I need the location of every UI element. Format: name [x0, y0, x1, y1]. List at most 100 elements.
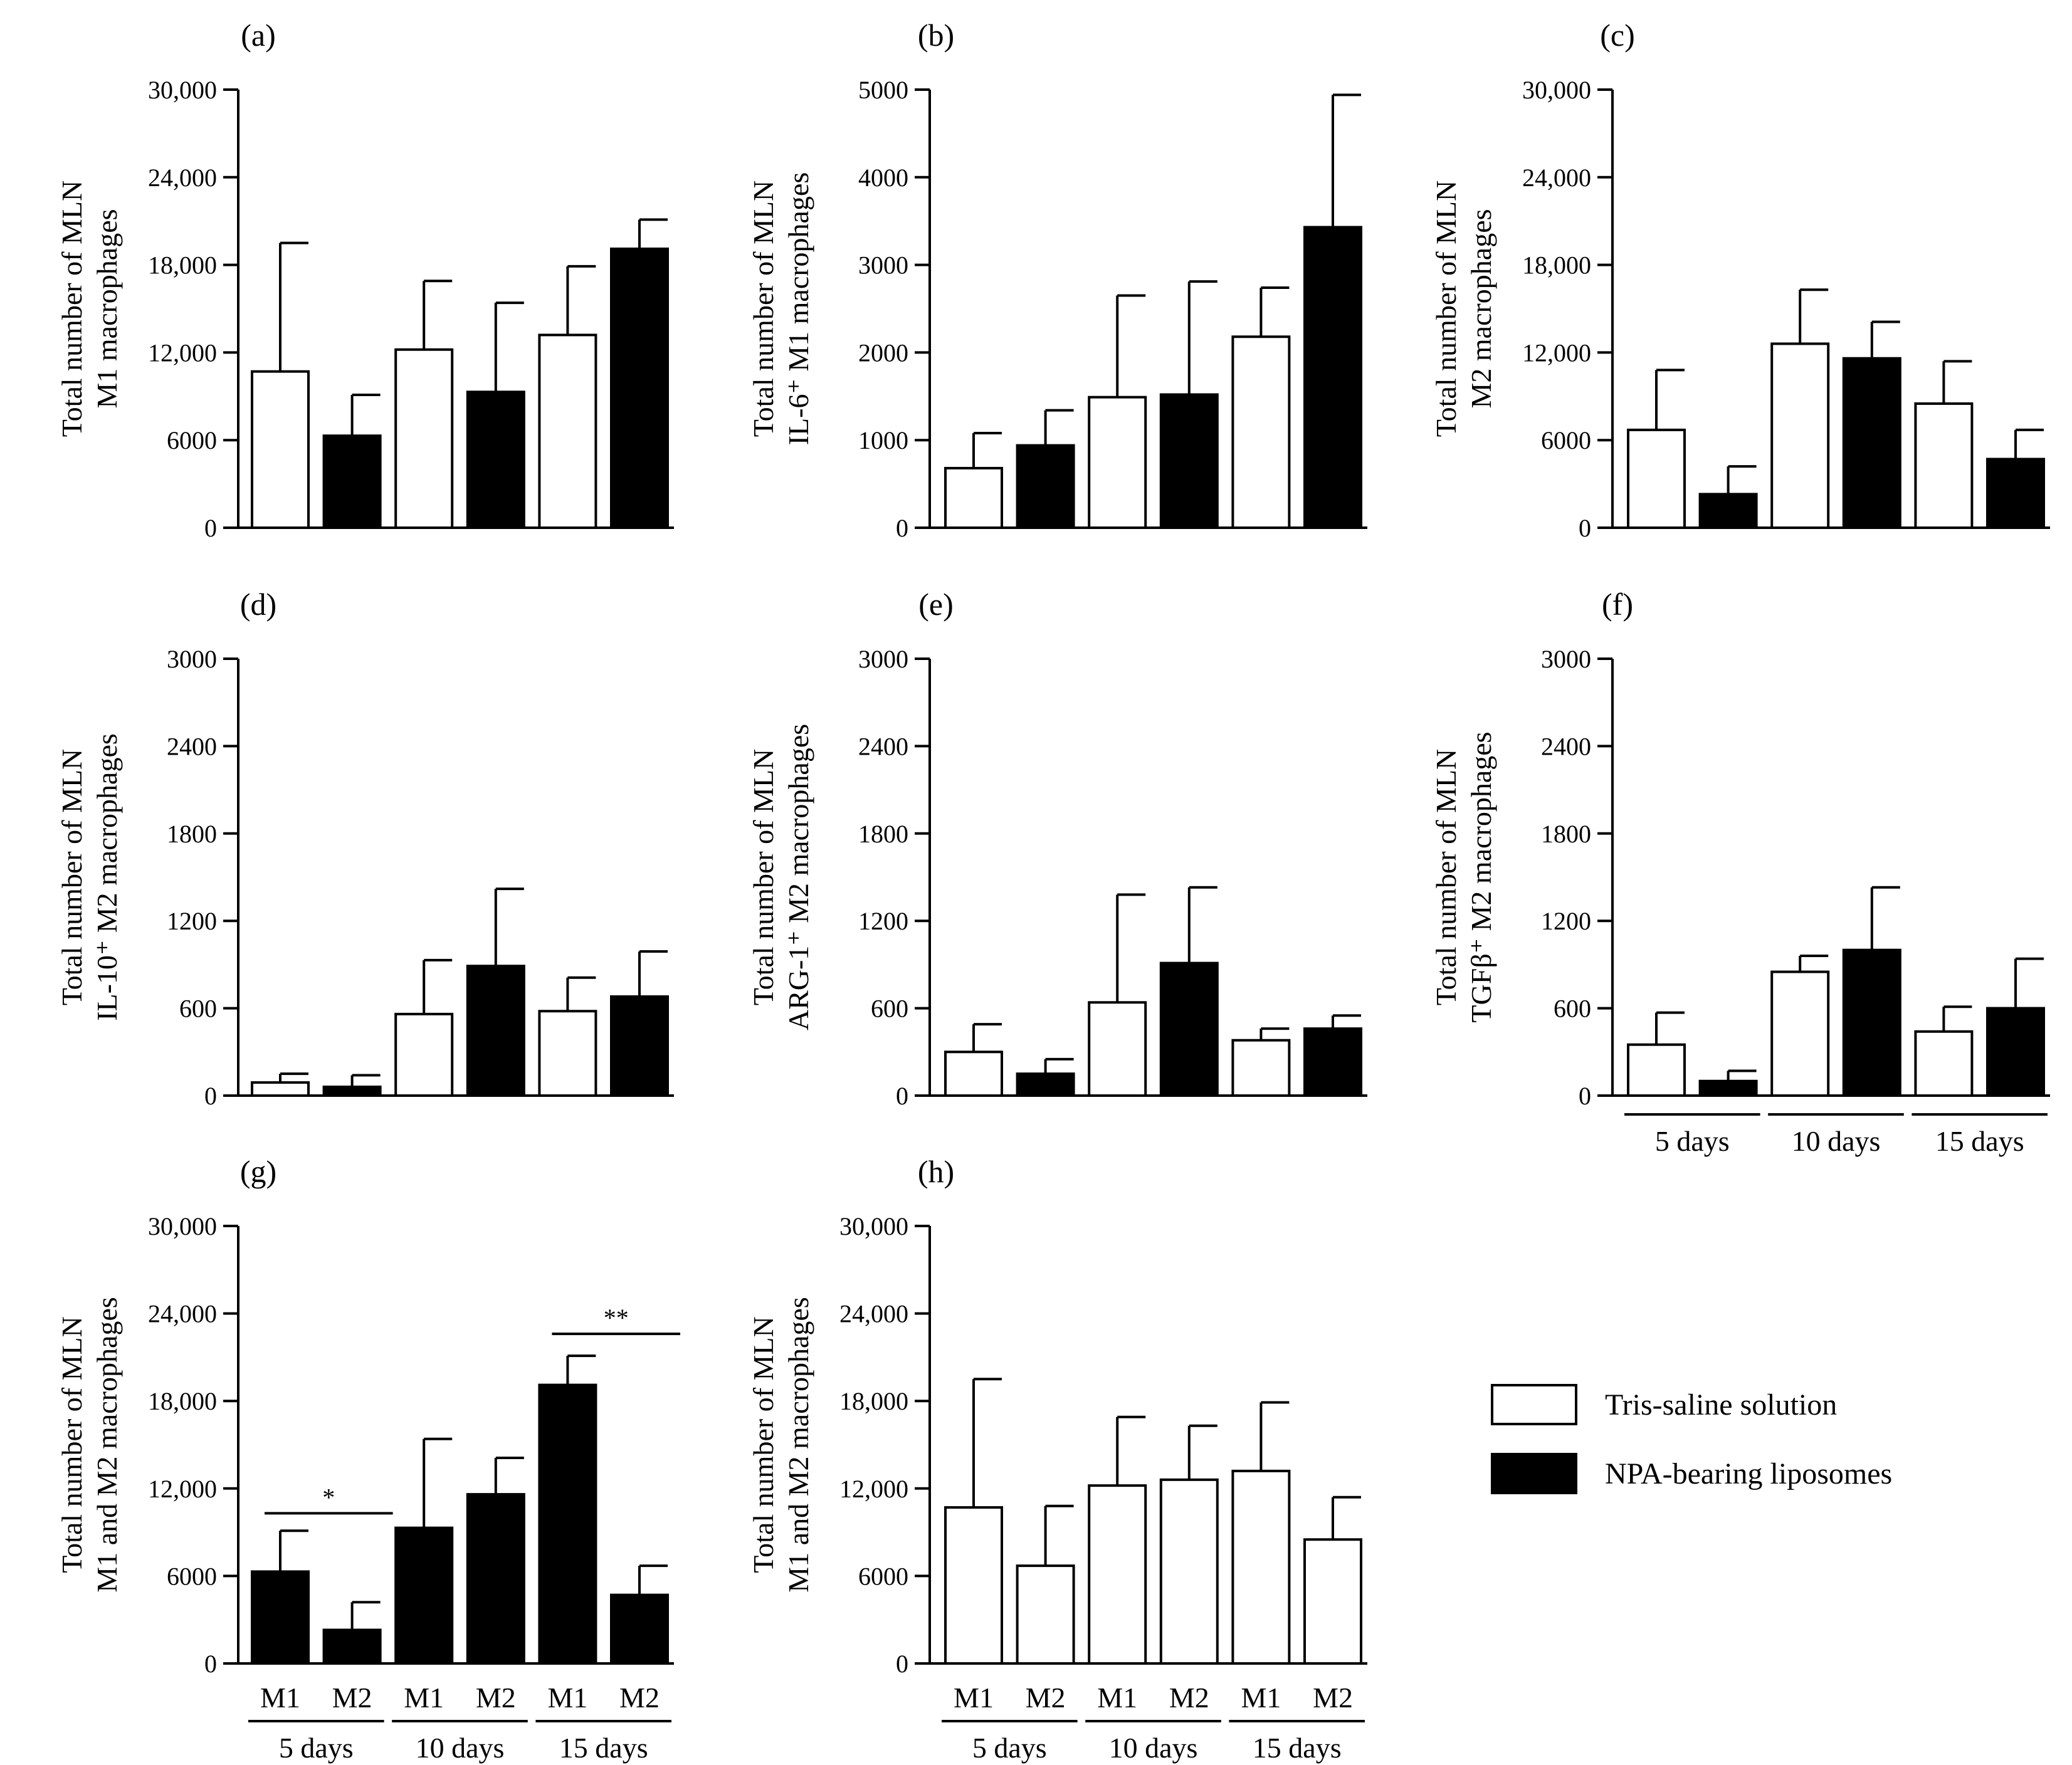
- x-category-label: M1: [1241, 1682, 1281, 1714]
- bar: [322, 1086, 382, 1097]
- bar: [394, 1012, 454, 1097]
- y-tick-label: 0: [1579, 1082, 1591, 1110]
- x-group-label: 5 days: [1655, 1125, 1730, 1157]
- panel-letter: (d): [240, 587, 276, 622]
- bar: [1159, 961, 1219, 1097]
- y-axis-label-line: Total number of MLN: [1430, 749, 1462, 1005]
- y-tick-label: 1000: [858, 426, 908, 454]
- y-tick-label: 24,000: [1522, 164, 1591, 192]
- y-tick-label: 18,000: [839, 1387, 908, 1415]
- significance-marker: **: [604, 1304, 629, 1332]
- y-axis-label-line: M1 macrophages: [91, 209, 123, 408]
- y-tick-label: 30,000: [1522, 76, 1591, 104]
- y-tick-label: 0: [204, 1650, 217, 1678]
- panel-h: (h) 0 6000 12,000 18,000 24,000 30,000 Total nu…: [747, 1154, 1367, 1764]
- bar: [1698, 1079, 1758, 1097]
- y-tick-label: 6000: [858, 1562, 908, 1590]
- y-tick-label: 0: [896, 1650, 908, 1678]
- x-category-label: M2: [619, 1682, 660, 1714]
- y-axis-label-line: Total number of MLN: [747, 181, 779, 437]
- bar: [1231, 1039, 1291, 1097]
- y-tick-label: 30,000: [148, 1212, 217, 1240]
- y-axis-label: Total number of MLN M1 macrophages: [56, 181, 123, 437]
- bar: [394, 348, 454, 529]
- x-category-label: M1: [404, 1682, 444, 1714]
- panel-letter: (a): [241, 18, 276, 53]
- bar: [944, 1506, 1003, 1665]
- y-axis-label-line: IL-10⁺ M2 macrophages: [91, 733, 123, 1021]
- y-axis-label-line: TGFβ⁺ M2 macrophages: [1465, 731, 1497, 1022]
- panel-d: (d) 0 600 1200 1800 2400 3000 Total number of M…: [56, 587, 674, 1110]
- panel-letter: (c): [1600, 18, 1635, 53]
- bar: [944, 1050, 1003, 1097]
- y-tick-label: 0: [204, 1082, 217, 1110]
- y-tick-label: 6000: [167, 426, 217, 454]
- bar: [610, 247, 669, 529]
- y-tick-label: 1800: [167, 820, 217, 848]
- y-axis-label: Total number of MLN TGFβ⁺ M2 macrophages: [1430, 731, 1497, 1022]
- y-tick-label: 1200: [858, 907, 908, 935]
- bar: [1698, 493, 1758, 529]
- x-group-label: 5 days: [279, 1732, 354, 1764]
- y-tick-label: 18,000: [148, 251, 217, 280]
- bar: [1016, 1564, 1075, 1665]
- y-axis-label: Total number of MLN IL-10⁺ M2 macrophages: [56, 733, 123, 1021]
- y-axis-label-line: Total number of MLN: [1430, 181, 1462, 437]
- bar: [466, 965, 525, 1097]
- bar: [1303, 1027, 1362, 1097]
- y-tick-label: 4000: [858, 164, 908, 192]
- panel-a: (a) 0 6000 12,000 18,000 24,000 30,000 Total nu…: [56, 18, 674, 542]
- x-category-label: M2: [1169, 1682, 1209, 1714]
- y-tick-label: 30,000: [148, 76, 217, 104]
- x-category-label: M1: [547, 1682, 587, 1714]
- bar: [538, 333, 597, 529]
- y-tick-label: 6000: [167, 1562, 217, 1590]
- y-tick-label: 2400: [1541, 732, 1591, 760]
- y-axis-label-line: M1 and M2 macrophages: [91, 1297, 123, 1592]
- x-group-label: 15 days: [1253, 1732, 1342, 1764]
- legend-label-npa: NPA-bearing liposomes: [1605, 1457, 1892, 1490]
- y-axis-label-line: Total number of MLN: [56, 1316, 88, 1573]
- panel-e: (e) 0 600 1200 1800 2400 3000 Total number of M…: [747, 587, 1367, 1110]
- x-category-label: M1: [1097, 1682, 1137, 1714]
- bar: [1303, 1538, 1362, 1665]
- bar: [538, 1383, 597, 1665]
- y-tick-label: 6000: [1541, 426, 1591, 454]
- bar: [322, 434, 382, 530]
- y-tick-label: 24,000: [148, 1300, 217, 1328]
- y-tick-label: 0: [204, 514, 217, 542]
- x-group-label: 10 days: [1109, 1732, 1198, 1764]
- y-tick-label: 2400: [858, 732, 908, 760]
- y-tick-label: 5000: [858, 76, 908, 104]
- bar: [1914, 1030, 1974, 1097]
- y-tick-label: 1800: [858, 820, 908, 848]
- y-tick-label: 18,000: [148, 1387, 217, 1415]
- y-tick-label: 24,000: [839, 1300, 908, 1328]
- y-tick-label: 12,000: [839, 1475, 908, 1503]
- x-group-label: 15 days: [1935, 1125, 2024, 1157]
- y-axis-label-line: Total number of MLN: [747, 1316, 779, 1573]
- y-tick-label: 12,000: [148, 1475, 217, 1503]
- y-tick-label: 0: [1579, 514, 1591, 542]
- bar: [1088, 1484, 1147, 1665]
- y-axis-label-line: Total number of MLN: [56, 749, 88, 1005]
- x-group-label: 10 days: [1792, 1125, 1881, 1157]
- y-tick-label: 3000: [167, 645, 217, 673]
- y-axis-label: Total number of MLN M1 and M2 macrophages: [56, 1297, 123, 1592]
- y-axis-label: Total number of MLN ARG-1⁺ M2 macrophages: [747, 724, 814, 1030]
- x-category-label: M1: [954, 1682, 994, 1714]
- y-axis-label-line: Total number of MLN: [56, 181, 88, 437]
- bar: [1159, 393, 1219, 530]
- panel-c: (c) 0 6000 12,000 18,000 24,000 30,000 Total nu…: [1430, 18, 2050, 542]
- bar: [1159, 1478, 1219, 1665]
- bar: [1914, 402, 1974, 530]
- legend: Tris-saline solution NPA-bearing liposom…: [1491, 1384, 1892, 1494]
- y-tick-label: 18,000: [1522, 251, 1591, 280]
- y-tick-label: 12,000: [148, 338, 217, 367]
- y-tick-label: 600: [1554, 995, 1591, 1023]
- y-axis-label-line: Total number of MLN: [747, 749, 779, 1005]
- legend-swatch-tris: [1491, 1384, 1577, 1425]
- y-tick-label: 0: [896, 1082, 908, 1110]
- bar: [1016, 1072, 1075, 1097]
